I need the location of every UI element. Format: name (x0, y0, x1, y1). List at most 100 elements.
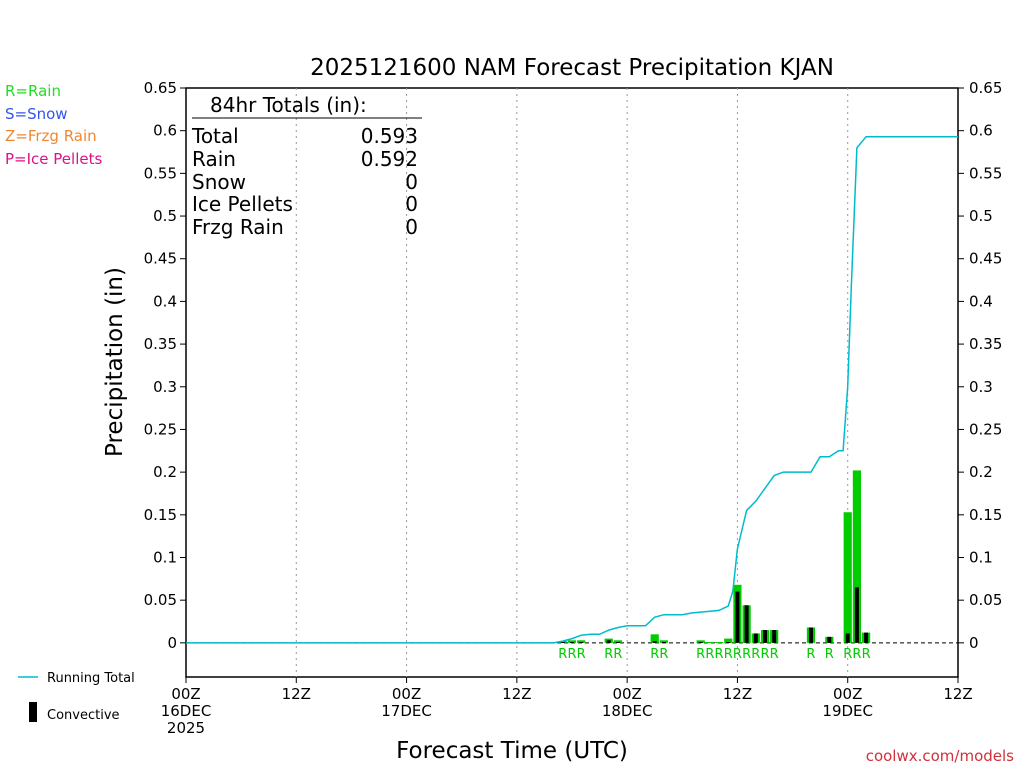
y-tick-label-right: 0.65 (969, 79, 1002, 97)
x-tick-label: 12Z (502, 685, 531, 703)
y-tick-label-left: 0.4 (153, 292, 177, 310)
y-tick-label-right: 0.35 (969, 335, 1002, 353)
precip-bar (567, 640, 577, 643)
y-tick-label-left: 0.45 (144, 250, 177, 268)
x-tick-label: 19DEC (822, 702, 873, 720)
x-tick-label: 00Z (392, 685, 421, 703)
precip-type-label: R (696, 647, 705, 662)
convective-bar (579, 642, 584, 644)
convective-bar (744, 605, 749, 643)
running-total-line (186, 135, 958, 644)
convective-legend-label: Convective (47, 708, 120, 723)
precip-bar (659, 640, 668, 643)
precip-type-label: R (650, 647, 659, 662)
y-tick-label-right: 0.05 (969, 591, 1002, 609)
totals-value-rain: 0.592 (361, 147, 418, 171)
credit-text: coolwx.com/models (866, 747, 1014, 765)
y-tick-label-right: 0.5 (969, 207, 993, 225)
totals-box: 84hr Totals (in): Total 0.593 Rain 0.592… (191, 93, 422, 239)
convective-bar (864, 632, 869, 643)
precip-type-label: R (659, 647, 668, 662)
precip-type-label: R (862, 647, 871, 662)
y-tick-label-left: 0.25 (144, 420, 177, 438)
totals-label-snow: Snow (192, 170, 246, 194)
y-tick-label-left: 0.3 (153, 378, 177, 396)
convective-bar (661, 642, 666, 644)
y-tick-label-left: 0.6 (153, 122, 177, 140)
y-tick-label-right: 0.55 (969, 164, 1002, 182)
y-tick-label-right: 0.15 (969, 506, 1002, 524)
precip-bar (852, 470, 861, 643)
convective-bar (606, 640, 611, 643)
y-tick-label-left: 0.1 (153, 548, 177, 566)
x-axis-label: Forecast Time (UTC) (396, 738, 628, 764)
convective-bar (735, 591, 740, 643)
y-tick-label-left: 0 (167, 634, 177, 652)
y-tick-label-right: 0.25 (969, 420, 1002, 438)
plot-frame (185, 87, 959, 678)
x-tick-label: 00Z (833, 685, 862, 703)
convective-bar (772, 630, 777, 643)
precip-type-label: R (733, 647, 742, 662)
convective-legend-swatch (29, 702, 37, 722)
convective-bar (808, 627, 813, 643)
precip-bar (696, 640, 705, 643)
totals-label-total: Total (191, 124, 239, 148)
y-tick-label-left: 0.15 (144, 506, 177, 524)
y-tick-label-right: 0.6 (969, 122, 993, 140)
x-tick-label: 17DEC (381, 702, 432, 720)
x-tick-label: 00Z (612, 685, 641, 703)
convective-bar (753, 633, 758, 643)
precip-type-label: R (760, 647, 769, 662)
x-tick-label: 12Z (723, 685, 752, 703)
precip-bar (650, 634, 659, 643)
precip-bar (577, 640, 586, 643)
legend-freezing-rain: Z=Frzg Rain (5, 127, 97, 145)
y-tick-label-right: 0.3 (969, 378, 993, 396)
precip-type-label: R (577, 647, 586, 662)
precip-type-label: R (806, 647, 815, 662)
convective-bar (845, 633, 850, 643)
x-tick-label: 18DEC (602, 702, 653, 720)
y-tick-label-left: 0.35 (144, 335, 177, 353)
x-gridlines (295, 88, 849, 677)
precip-bar (724, 638, 733, 643)
totals-label-ice-pellets: Ice Pellets (192, 192, 293, 216)
totals-value-snow: 0 (405, 170, 418, 194)
y-tick-label-right: 0.4 (969, 292, 993, 310)
totals-header: 84hr Totals (in): (210, 93, 367, 117)
y-tick-label-left: 0.65 (144, 79, 177, 97)
y-axis-right: 0 0.05 0.1 0.15 0.2 0.25 0.3 0.35 0.4 0.45 0.5 0.55… (958, 79, 1002, 652)
precip-type-label: R (705, 647, 714, 662)
convective-bar (570, 642, 574, 644)
convective-bar (827, 636, 832, 643)
legend-snow: S=Snow (5, 105, 68, 123)
totals-value-freezing-rain: 0 (405, 215, 418, 239)
precip-type-label: R (852, 647, 861, 662)
x-tick-label: 00Z (171, 685, 200, 703)
legend-rain: R=Rain (5, 82, 61, 100)
y-axis-label: Precipitation (in) (102, 267, 128, 457)
y-tick-label-right: 0.45 (969, 250, 1002, 268)
y-tick-label-left: 0.55 (144, 164, 177, 182)
convective-bar (854, 587, 859, 643)
precip-type-label: R (751, 647, 760, 662)
x-tick-label: 12Z (282, 685, 311, 703)
totals-value-total: 0.593 (361, 124, 418, 148)
y-axis-left: 0 0.05 0.1 0.15 0.2 0.25 0.3 0.35 0.4 0.45 0.5 0.55… (144, 79, 186, 652)
convective-bar (560, 642, 565, 644)
precip-bar (843, 512, 852, 643)
totals-label-rain: Rain (192, 147, 236, 171)
x-tick-label: 12Z (943, 685, 972, 703)
y-tick-label-right: 0.1 (969, 548, 993, 566)
precip-type-label: R (825, 647, 834, 662)
legend-ice-pellets: P=Ice Pellets (5, 150, 102, 168)
precip-type-legend: R=Rain S=Snow Z=Frzg Rain P=Ice Pellets (5, 82, 102, 168)
x-tick-label: 16DEC (161, 702, 212, 720)
precip-type-label: R (843, 647, 852, 662)
y-tick-label-left: 0.2 (153, 463, 177, 481)
precip-bars (558, 470, 871, 644)
